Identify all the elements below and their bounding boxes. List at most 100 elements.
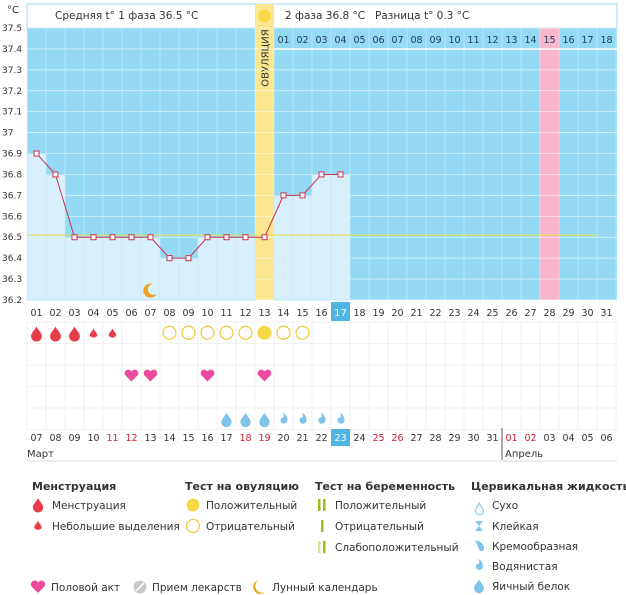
cycle-day-label: 12 bbox=[239, 308, 251, 319]
temperature-bar bbox=[102, 236, 123, 301]
phase2-day-number: 02 bbox=[296, 35, 308, 46]
temperature-point[interactable] bbox=[318, 171, 325, 178]
temperature-point[interactable] bbox=[71, 234, 78, 241]
temperature-point[interactable] bbox=[280, 192, 287, 199]
watery-fluid-icon bbox=[318, 412, 326, 424]
cycle-day-label: 18 bbox=[353, 308, 365, 319]
two-lines-icon-second bbox=[323, 499, 326, 511]
cycle-day-label: 23 bbox=[448, 308, 460, 319]
moon-icon bbox=[253, 580, 265, 594]
phase2-day-number: 03 bbox=[315, 35, 327, 46]
egg-white-fluid-icon bbox=[221, 412, 232, 428]
phase2-day-number: 14 bbox=[524, 35, 536, 46]
ovulation-test-negative-icon bbox=[181, 325, 196, 340]
legend-creamy-label: Кремообразная bbox=[492, 541, 578, 553]
legend-menstruation-title: Менструация bbox=[32, 480, 116, 493]
cycle-day-label: 07 bbox=[144, 308, 156, 319]
watery-icon bbox=[476, 559, 484, 570]
date-label: 22 bbox=[315, 433, 327, 444]
temperature-point[interactable] bbox=[204, 234, 211, 241]
drop-small-icon bbox=[34, 520, 42, 530]
phase2-day-number: 07 bbox=[391, 35, 403, 46]
temperature-point[interactable] bbox=[128, 234, 135, 241]
date-label: 01 bbox=[505, 433, 517, 444]
date-label: 02 bbox=[524, 433, 536, 444]
ovulation-test-negative-icon bbox=[276, 325, 291, 340]
temperature-difference: Разница t° 0.3 °C bbox=[375, 10, 469, 22]
intercourse-heart-icon bbox=[257, 369, 272, 382]
ovulation-test-negative-icon bbox=[219, 325, 234, 340]
temperature-point[interactable] bbox=[33, 150, 40, 157]
one-line-icon bbox=[321, 520, 324, 532]
ovulation-label: ОВУЛЯЦИЯ bbox=[261, 29, 272, 87]
creamy-icon bbox=[475, 540, 484, 552]
temperature-point[interactable] bbox=[299, 192, 306, 199]
phase2-day-number: 10 bbox=[448, 35, 460, 46]
date-label: 12 bbox=[125, 433, 137, 444]
date-label: 25 bbox=[372, 433, 384, 444]
date-label: 10 bbox=[87, 433, 99, 444]
temperature-point[interactable] bbox=[337, 171, 344, 178]
cycle-day-label: 27 bbox=[524, 308, 536, 319]
temperature-bar bbox=[26, 153, 47, 301]
ovulation-test-negative-icon bbox=[295, 325, 310, 340]
intercourse-heart-icon bbox=[124, 369, 139, 382]
spotting-drop-icon bbox=[108, 328, 117, 338]
temperature-point[interactable] bbox=[109, 234, 116, 241]
y-axis-label: °C bbox=[7, 5, 19, 16]
temperature-bar bbox=[330, 174, 351, 301]
legend-medication-label: Прием лекарств bbox=[152, 582, 242, 594]
date-label: 18 bbox=[239, 433, 251, 444]
spotting-drop-icon bbox=[89, 328, 98, 338]
cycle-day-label: 29 bbox=[562, 308, 574, 319]
temperature-point[interactable] bbox=[185, 255, 192, 262]
temperature-point[interactable] bbox=[223, 234, 230, 241]
intercourse-heart-icon bbox=[143, 369, 158, 382]
date-label: 24 bbox=[353, 433, 365, 444]
y-tick-label: 36.9 bbox=[2, 150, 22, 160]
phase2-day-number: 11 bbox=[467, 35, 479, 46]
date-label: 21 bbox=[296, 433, 308, 444]
phase2-day-number: 12 bbox=[486, 35, 498, 46]
cycle-day-label: 13 bbox=[258, 308, 270, 319]
cycle-day-label: 10 bbox=[201, 308, 213, 319]
date-label: 14 bbox=[163, 433, 175, 444]
legend-pregnancy-test-title: Тест на беременность bbox=[315, 480, 455, 493]
legend-pregnancy-negative-label: Отрицательный bbox=[335, 521, 424, 533]
temperature-point[interactable] bbox=[242, 234, 249, 241]
temperature-point[interactable] bbox=[147, 234, 154, 241]
temperature-point[interactable] bbox=[261, 234, 268, 241]
intercourse-heart-icon bbox=[200, 369, 215, 382]
temperature-point[interactable] bbox=[166, 255, 173, 262]
phase2-day-number: 18 bbox=[600, 35, 612, 46]
temperature-bar bbox=[216, 236, 237, 301]
date-label: 09 bbox=[68, 433, 80, 444]
cycle-day-label: 04 bbox=[87, 308, 99, 319]
y-tick-label: 36.8 bbox=[2, 170, 22, 180]
legend-pregnancy-faint-label: Слабоположительный bbox=[335, 542, 459, 554]
y-tick-label: 37.5 bbox=[2, 24, 22, 34]
temperature-point[interactable] bbox=[90, 234, 97, 241]
moon-icon bbox=[143, 283, 157, 298]
legend-egg-white-label: Яичный белок bbox=[492, 581, 570, 593]
temperature-bar bbox=[121, 236, 142, 301]
y-tick-label: 36.4 bbox=[2, 254, 22, 264]
legend-cervical-fluid-title: Цервикальная жидкость bbox=[471, 480, 626, 493]
phase2-day-number: 09 bbox=[429, 35, 441, 46]
ovulation-test-negative-icon bbox=[238, 325, 253, 340]
date-label: 07 bbox=[30, 433, 42, 444]
ovulation-sun-icon bbox=[258, 9, 271, 23]
temperature-bar bbox=[45, 174, 66, 301]
cycle-day-label: 28 bbox=[543, 308, 555, 319]
ovulation-test-negative-icon bbox=[162, 325, 177, 340]
legend-pregnancy-positive-label: Положительный bbox=[335, 500, 426, 512]
heart-icon bbox=[30, 580, 46, 593]
temperature-point[interactable] bbox=[52, 171, 59, 178]
date-label: 15 bbox=[182, 433, 194, 444]
cycle-day-label: 26 bbox=[505, 308, 517, 319]
legend-moon-label: Лунный календарь bbox=[272, 582, 378, 594]
date-label: 26 bbox=[391, 433, 403, 444]
cycle-day-label: 01 bbox=[30, 308, 42, 319]
legend-dry-label: Сухо bbox=[492, 500, 518, 512]
ovulation-test-negative-icon bbox=[200, 325, 215, 340]
